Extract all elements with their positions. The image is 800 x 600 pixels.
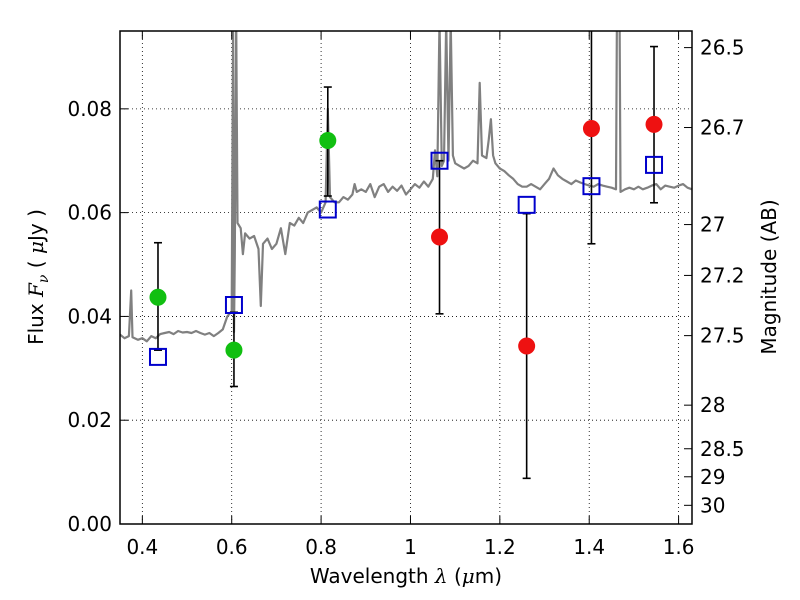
- x-tick-label: 0.8: [305, 535, 337, 559]
- model-flux-square: [318, 200, 337, 219]
- observed-flux-point: [319, 131, 337, 149]
- y-tick-label: 0.04: [67, 304, 112, 328]
- y2-tick-label: 28: [700, 393, 725, 417]
- observed-flux-point: [582, 120, 600, 138]
- x-tick-label: 1.2: [484, 535, 516, 559]
- observed-flux-point: [645, 115, 663, 133]
- model-spectrum-series: [120, 31, 692, 343]
- model-flux-square: [517, 195, 536, 214]
- data-points: [148, 115, 664, 366]
- y-tick-label: 0.06: [67, 201, 112, 225]
- tick-labels: 0.4 0.6 0.8 1 1.2 1.4 1.6 0.00 0.02 0.04 0.06 0.08 2…: [67, 36, 744, 559]
- x-axis-label: Wavelength λ (μm): [310, 564, 502, 588]
- observed-flux-point: [431, 228, 449, 246]
- y2-tick-label: 27.2: [700, 263, 745, 287]
- y2-tick-label: 26.7: [700, 116, 745, 140]
- observed-flux-point: [518, 337, 536, 355]
- y-tick-label: 0.00: [67, 512, 112, 536]
- y-axis-label: Flux Fν ( μJy ): [24, 209, 52, 345]
- y2-tick-label: 27.5: [700, 324, 745, 348]
- plot-frame: [119, 30, 693, 525]
- model-flux-square: [582, 177, 601, 196]
- x-tick-label: 1: [404, 535, 417, 559]
- x-tick-label: 1.6: [663, 535, 695, 559]
- y-tick-label: 0.08: [67, 97, 112, 121]
- model-flux-square: [148, 347, 167, 366]
- axis-ticks: [120, 31, 692, 525]
- observed-flux-point: [149, 288, 167, 306]
- y2-tick-label: 27: [700, 213, 725, 237]
- error-bars: [153, 31, 659, 480]
- grid-lines: [120, 31, 692, 524]
- x-tick-label: 1.4: [573, 535, 605, 559]
- y2-tick-label: 29: [700, 465, 725, 489]
- y2-tick-label: 30: [700, 493, 725, 517]
- x-tick-label: 0.4: [126, 535, 158, 559]
- y-tick-label: 0.02: [67, 408, 112, 432]
- model-flux-square: [645, 155, 664, 174]
- y2-tick-label: 28.5: [700, 437, 745, 461]
- y2-tick-label: 26.5: [700, 36, 745, 60]
- model-spectrum-line: [120, 31, 692, 343]
- x-tick-label: 0.6: [216, 535, 248, 559]
- observed-flux-point: [225, 341, 243, 359]
- secondary-y-axis-label: Magnitude (AB): [757, 199, 781, 354]
- model-flux-square: [224, 296, 243, 315]
- model-flux-square: [430, 151, 449, 170]
